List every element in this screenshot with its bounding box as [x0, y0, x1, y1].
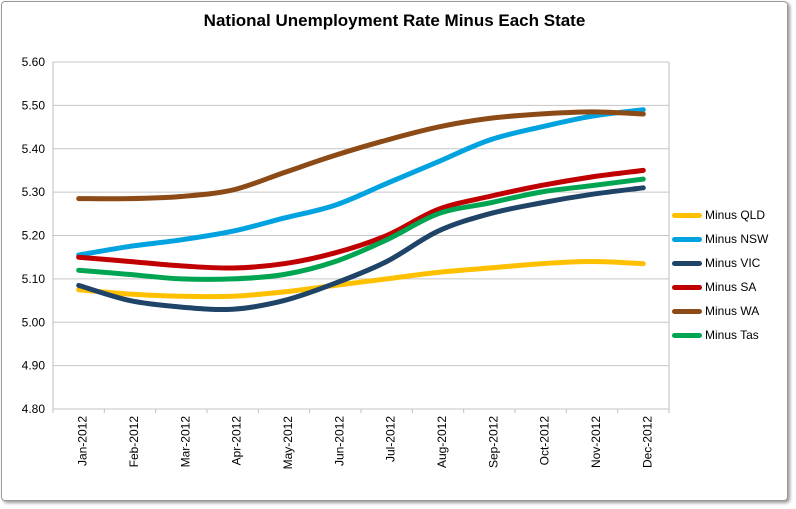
series-line-minus-nsw: [76, 107, 646, 258]
legend-label-nsw: Minus NSW: [705, 232, 769, 246]
legend-item-tas: Minus Tas: [672, 323, 768, 347]
legend-item-vic: Minus VIC: [672, 251, 768, 275]
legend-item-sa: Minus SA: [672, 275, 768, 299]
svg-text:Nov-2012: Nov-2012: [589, 416, 603, 468]
legend-swatch-sa-icon: [672, 284, 702, 290]
legend-item-qld: Minus QLD: [672, 203, 768, 227]
legend-swatch-tas-icon: [672, 332, 702, 338]
svg-text:Jun-2012: Jun-2012: [332, 416, 346, 466]
legend-item-nsw: Minus NSW: [672, 227, 768, 251]
legend-label-sa: Minus SA: [705, 280, 757, 294]
svg-text:5.20: 5.20: [22, 229, 46, 243]
series-line-minus-qld: [76, 259, 646, 300]
svg-text:May-2012: May-2012: [281, 416, 295, 470]
legend-swatch-nsw-icon: [672, 236, 702, 242]
svg-text:Sep-2012: Sep-2012: [486, 416, 500, 468]
chart-frame: National Unemployment Rate Minus Each St…: [1, 1, 788, 501]
series-line-minus-wa: [76, 109, 646, 202]
svg-text:5.00: 5.00: [22, 315, 46, 329]
legend-label-wa: Minus WA: [705, 304, 760, 318]
svg-text:5.50: 5.50: [22, 98, 46, 112]
legend-label-qld: Minus QLD: [705, 208, 766, 222]
series-line-minus-vic: [76, 185, 646, 313]
legend-item-wa: Minus WA: [672, 299, 768, 323]
legend-swatch-qld-icon: [672, 212, 702, 218]
svg-text:Jan-2012: Jan-2012: [76, 416, 90, 466]
svg-text:Dec-2012: Dec-2012: [640, 416, 654, 468]
series-line-minus-tas: [76, 176, 646, 282]
chart-title: National Unemployment Rate Minus Each St…: [203, 11, 586, 30]
legend-label-tas: Minus Tas: [705, 328, 759, 342]
svg-text:Feb-2012: Feb-2012: [127, 416, 141, 468]
svg-text:Apr-2012: Apr-2012: [230, 416, 244, 466]
plot-area: 5.60 5.50 5.40 5.30 5.20 5.10 5.00 4.90 4.80 Jan-…: [22, 55, 670, 470]
legend-label-vic: Minus VIC: [705, 256, 761, 270]
legend-swatch-vic-icon: [672, 260, 702, 266]
svg-text:Aug-2012: Aug-2012: [435, 416, 449, 468]
svg-text:5.40: 5.40: [22, 142, 46, 156]
svg-text:4.80: 4.80: [22, 402, 46, 416]
svg-text:Oct-2012: Oct-2012: [538, 416, 552, 466]
legend-swatch-wa-icon: [672, 308, 702, 314]
svg-text:Mar-2012: Mar-2012: [178, 416, 192, 468]
svg-text:5.60: 5.60: [22, 55, 46, 69]
series-line-minus-sa: [76, 167, 646, 271]
svg-text:5.30: 5.30: [22, 185, 46, 199]
svg-text:5.10: 5.10: [22, 272, 46, 286]
svg-text:4.90: 4.90: [22, 359, 46, 373]
svg-text:Jul-2012: Jul-2012: [384, 416, 398, 462]
legend: Minus QLD Minus NSW Minus VIC Minus SA M…: [672, 203, 768, 347]
